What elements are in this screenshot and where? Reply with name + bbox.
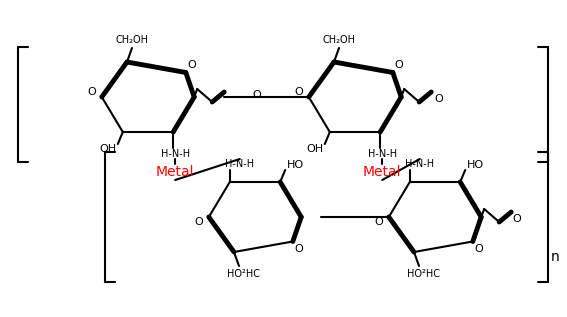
- Text: O: O: [294, 244, 303, 255]
- Text: O: O: [435, 94, 443, 104]
- Text: H-N-H: H-N-H: [367, 149, 397, 159]
- Text: CH₂OH: CH₂OH: [116, 35, 149, 45]
- Text: HO²HC: HO²HC: [408, 269, 441, 279]
- Text: OH: OH: [99, 144, 116, 154]
- Text: Metal: Metal: [363, 165, 401, 179]
- Text: O: O: [374, 217, 383, 227]
- Text: O: O: [87, 87, 96, 97]
- Text: OH: OH: [306, 144, 323, 154]
- Text: O: O: [252, 90, 261, 100]
- Text: O: O: [194, 217, 203, 227]
- Text: O: O: [395, 60, 403, 69]
- Text: HO²HC: HO²HC: [227, 269, 260, 279]
- Text: HO: HO: [287, 160, 304, 170]
- Text: H-N-H: H-N-H: [225, 159, 255, 169]
- Text: Metal: Metal: [156, 165, 194, 179]
- Text: n: n: [551, 250, 560, 264]
- Text: O: O: [513, 214, 522, 224]
- Text: HO: HO: [467, 160, 484, 170]
- Text: CH₂OH: CH₂OH: [323, 35, 356, 45]
- Text: O: O: [475, 244, 483, 255]
- Text: O: O: [294, 87, 303, 97]
- Text: H-N-H: H-N-H: [405, 159, 434, 169]
- Text: O: O: [188, 60, 196, 69]
- Text: H-N-H: H-N-H: [160, 149, 190, 159]
